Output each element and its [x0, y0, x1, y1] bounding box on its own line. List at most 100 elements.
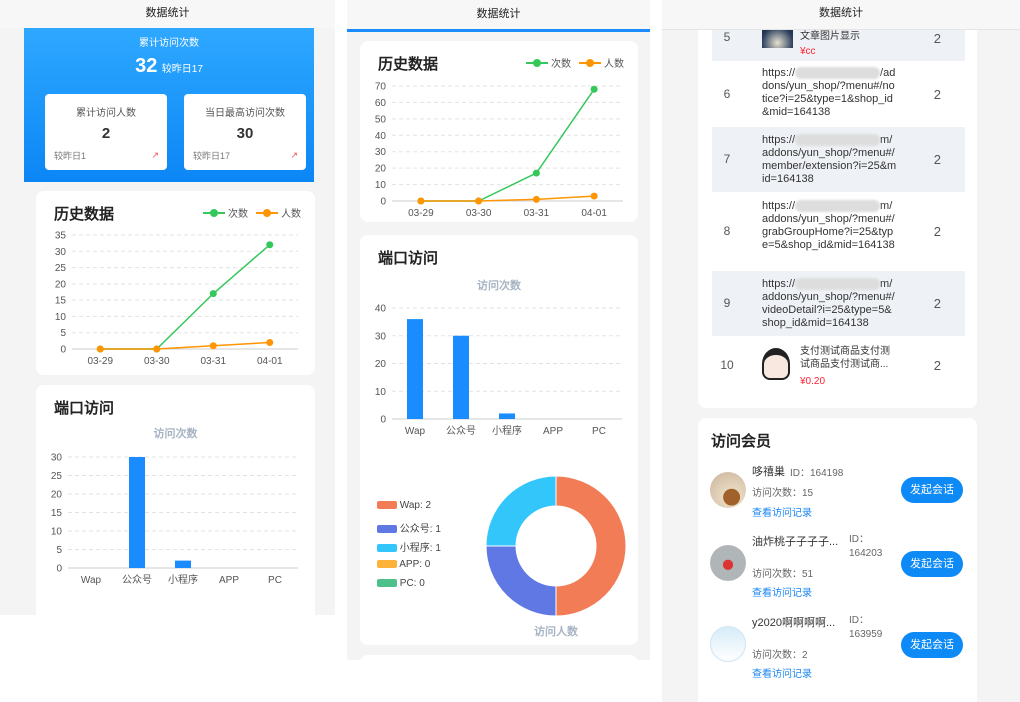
history-title: 历史数据 [54, 206, 115, 223]
summary-card-delta: 较昨日17 [193, 151, 231, 161]
product-name: 支付测试商品支付测试商品支付测试商... [800, 346, 890, 370]
y-tick-label: 20 [51, 490, 63, 501]
pie-legend-item[interactable]: APP: 0 [377, 559, 441, 579]
start-chat-button[interactable]: 发起会话 [901, 632, 963, 658]
table-row[interactable]: 7 https://m/addons/yun_shop/?menu#/membe… [712, 127, 965, 192]
row-rank: 5 [723, 30, 731, 44]
y-tick-label: 10 [375, 180, 387, 191]
table-row[interactable]: 9 https://m/addons/yun_shop/?menu#/video… [712, 271, 965, 336]
url-prefix: https:// [762, 200, 796, 212]
right-screen: 5 文章图片显示 ¥cc 2 6 https:///addons/yun_sho… [662, 0, 1020, 702]
row-rank: 8 [723, 224, 731, 238]
table-row[interactable]: 10 支付测试商品支付测试商品支付测试商... ¥0.20 2 [712, 336, 965, 396]
page-header: 数据统计 [662, 0, 1020, 30]
row-count: 2 [933, 87, 941, 102]
y-tick-label: 30 [55, 247, 67, 258]
data-point [590, 192, 598, 200]
row-count: 2 [933, 358, 941, 373]
y-tick-label: 30 [375, 331, 387, 342]
pie-chart-title: 访问人数 [534, 626, 578, 638]
legend-label: 人数 [604, 59, 624, 70]
y-tick-label: 40 [375, 131, 387, 142]
history-card: 历史数据 次数 人数 0 5 10 15 20 25 30 35 03-29 03-30 03-31… [36, 191, 315, 375]
table-row[interactable]: 6 https:///addons/yun_shop/?menu#/notice… [712, 61, 965, 127]
summary-card-label: 当日最高访问次数 [205, 108, 285, 119]
x-tick-label: Wap [81, 575, 102, 586]
redacted-domain [795, 200, 881, 213]
member-name: y2020啊啊啊啊... [752, 617, 836, 629]
row-rank: 10 [720, 358, 734, 372]
page-title: 数据统计 [476, 8, 521, 20]
x-tick-label: 小程序 [168, 573, 198, 586]
x-tick-label: 03-31 [524, 208, 550, 219]
trend-up-icon: ↗ [290, 150, 298, 160]
view-records-link[interactable]: 查看访问记录 [752, 508, 812, 519]
summary-banner: 累计访问次数 32 较昨日17 累计访问人数 2 较昨日1 ↗ 当日最高访问次数… [24, 28, 314, 182]
legend-visits[interactable]: 次数 [203, 205, 248, 220]
x-tick-label: 小程序 [492, 424, 522, 437]
legend-label: 次数 [551, 59, 571, 70]
page-header: 数据统计 [0, 0, 335, 28]
summary-card-value: 30 [236, 125, 254, 142]
member-id: ID：164203 [849, 534, 883, 559]
y-tick-label: 15 [51, 508, 63, 519]
row-rank: 7 [723, 152, 731, 166]
table-row[interactable]: 8 https://m/addons/yun_shop/?menu#/grabG… [712, 192, 965, 271]
legend-visitors[interactable]: 人数 [256, 205, 301, 220]
x-tick-label: 03-30 [144, 356, 170, 367]
member-avatar [710, 472, 746, 508]
pages-card: 5 文章图片显示 ¥cc 2 6 https:///addons/yun_sho… [698, 0, 977, 408]
y-tick-label: 70 [375, 82, 387, 93]
y-tick-label: 35 [55, 231, 67, 242]
chart-legend: 次数 人数 [526, 55, 624, 70]
x-tick-label: 03-30 [466, 208, 492, 219]
start-chat-button[interactable]: 发起会话 [901, 551, 963, 577]
legend-label: Wap: 2 [399, 500, 432, 511]
left-screen: 数据统计 累计访问次数 32 较昨日17 累计访问人数 2 较昨日1 ↗ 当日最… [0, 0, 335, 615]
data-point [153, 345, 161, 353]
donut-slice [555, 475, 627, 617]
pie-legend-item[interactable]: 小程序: 1 [377, 539, 441, 559]
members-title: 访问会员 [711, 433, 772, 450]
x-tick-label: 03-29 [87, 356, 113, 367]
summary-card-value: 2 [101, 125, 111, 142]
view-records-link[interactable]: 查看访问记录 [752, 669, 812, 680]
bar [175, 560, 191, 568]
row-url: https:///addons/yun_shop/?menu#/notice?i… [762, 67, 897, 119]
url-prefix: https:// [762, 278, 796, 290]
legend-visits[interactable]: 次数 [526, 55, 571, 70]
legend-label: 公众号: 1 [399, 523, 441, 535]
bar-chart-title: 访问次数 [153, 428, 198, 440]
row-url: https://m/addons/yun_shop/?menu#/member/… [762, 134, 897, 186]
product-name: 文章图片显示 [800, 31, 860, 42]
member-id: ID：163959 [849, 615, 883, 640]
y-tick-label: 0 [380, 415, 386, 426]
series-line [100, 244, 271, 350]
pie-legend-item[interactable]: Wap: 2 [377, 500, 441, 520]
product-avatar [762, 348, 790, 380]
y-tick-label: 10 [55, 312, 67, 323]
x-tick-label: 04-01 [257, 356, 283, 367]
trend-up-icon: ↗ [151, 150, 159, 160]
page-header: 数据统计 [347, 0, 650, 32]
data-point [266, 241, 274, 249]
history-line-chart: 0 5 10 15 20 25 30 35 03-29 03-30 03-31 04-01 [55, 231, 298, 367]
summary-card-delta: 较昨日1 [54, 151, 87, 161]
port-card: 端口访问 访问次数 0 5 10 15 20 25 30 Wap 公众号 小程序 APP PC [36, 385, 315, 615]
y-tick-label: 30 [51, 453, 63, 464]
y-tick-label: 20 [55, 279, 67, 290]
total-visits-value: 32 [135, 55, 158, 77]
view-records-link[interactable]: 查看访问记录 [752, 588, 812, 599]
y-tick-label: 15 [55, 296, 67, 307]
pie-legend-item[interactable]: PC: 0 [377, 578, 441, 598]
start-chat-button[interactable]: 发起会话 [901, 477, 963, 503]
x-tick-label: 公众号 [122, 574, 152, 586]
legend-visitors[interactable]: 人数 [579, 55, 624, 70]
url-path: m/addons/yun_shop/?menu#/videoDetail?i=2… [762, 278, 895, 329]
y-tick-label: 25 [55, 263, 67, 274]
url-path: m/addons/yun_shop/?menu#/member/extensio… [762, 134, 897, 185]
pie-legend-item[interactable]: 公众号: 1 [377, 520, 441, 540]
port-title: 端口访问 [378, 250, 439, 267]
member-item: y2020啊啊啊啊... ID：163959 访问次数：2 查看访问记录 发起会… [698, 612, 977, 692]
y-tick-label: 40 [375, 304, 387, 315]
